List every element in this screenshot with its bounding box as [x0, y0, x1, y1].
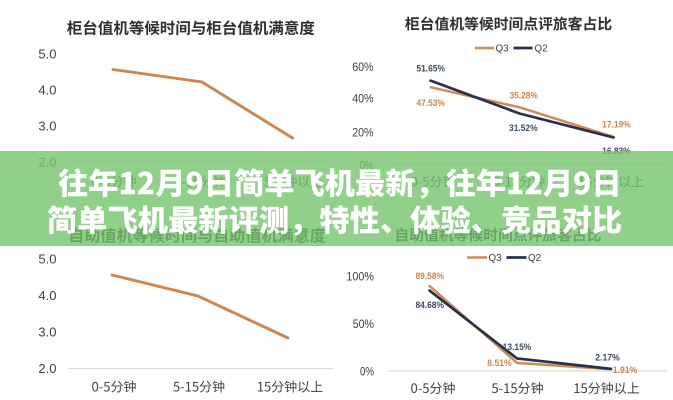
svg-text:16.83%: 16.83% — [602, 146, 631, 156]
svg-text:13.15%: 13.15% — [503, 342, 532, 352]
svg-text:4.0: 4.0 — [38, 83, 56, 98]
svg-text:5.0: 5.0 — [38, 47, 56, 62]
svg-text:2.17%: 2.17% — [595, 353, 620, 363]
svg-text:0%: 0% — [360, 364, 374, 378]
svg-text:17.19%: 17.19% — [602, 120, 631, 130]
svg-text:20%: 20% — [352, 126, 374, 140]
svg-text:3.0: 3.0 — [38, 325, 56, 340]
svg-text:47.53%: 47.53% — [416, 98, 445, 108]
svg-text:51.65%: 51.65% — [416, 63, 445, 73]
svg-text:5.0: 5.0 — [38, 252, 56, 267]
svg-text:3.0: 3.0 — [38, 119, 56, 134]
svg-text:100%: 100% — [346, 269, 374, 283]
svg-text:35.28%: 35.28% — [509, 90, 538, 100]
svg-text:Q2: Q2 — [528, 253, 541, 264]
svg-text:40%: 40% — [352, 92, 374, 106]
svg-text:31.52%: 31.52% — [509, 123, 538, 133]
svg-text:89.58%: 89.58% — [415, 271, 444, 281]
svg-text:8.51%: 8.51% — [487, 358, 512, 368]
svg-text:1.91%: 1.91% — [613, 365, 638, 375]
svg-text:50%: 50% — [353, 317, 375, 331]
svg-text:Q3: Q3 — [496, 44, 510, 55]
svg-text:2.0: 2.0 — [38, 361, 56, 376]
svg-text:84.68%: 84.68% — [415, 300, 444, 310]
svg-text:Q3: Q3 — [489, 253, 503, 264]
svg-text:60%: 60% — [352, 60, 374, 74]
svg-text:4.0: 4.0 — [38, 288, 56, 303]
svg-text:Q2: Q2 — [535, 44, 548, 55]
